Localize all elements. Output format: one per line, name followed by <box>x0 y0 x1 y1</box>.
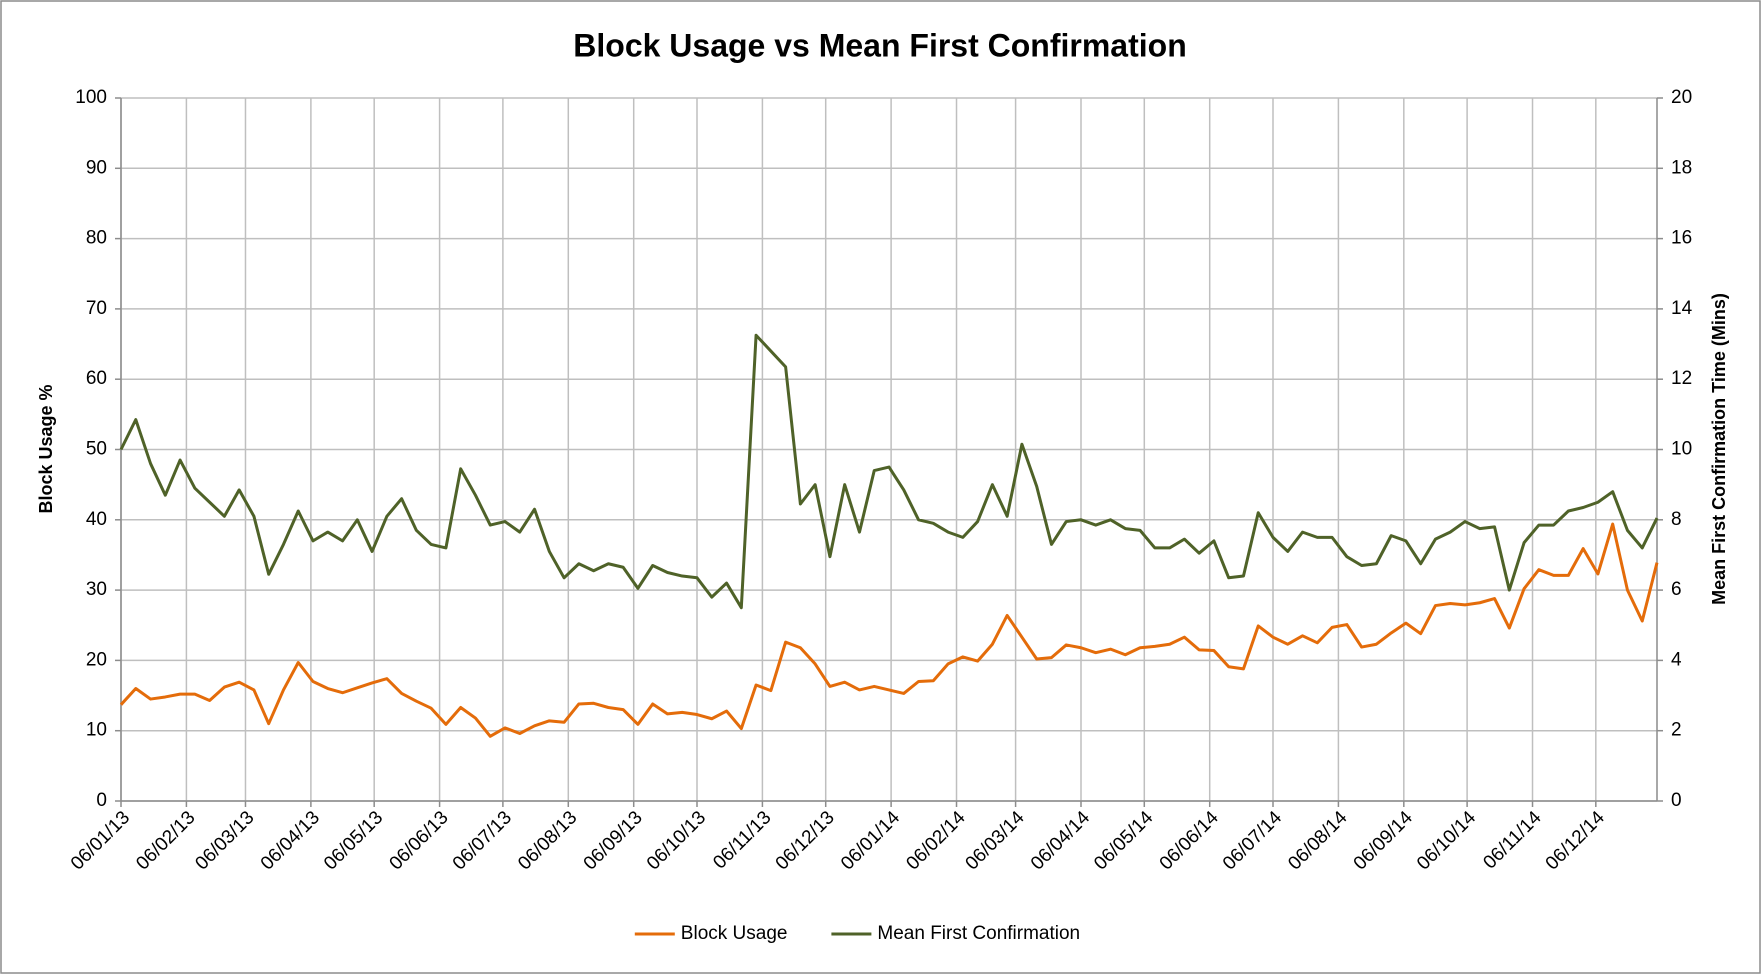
y2-tick-label: 8 <box>1671 509 1682 530</box>
legend-label: Block Usage <box>681 923 788 944</box>
y-tick-label: 80 <box>86 228 107 249</box>
y2-tick-label: 12 <box>1671 368 1692 389</box>
series-line <box>119 522 1659 738</box>
y2-tick-label: 18 <box>1671 157 1692 178</box>
y-tick-label: 0 <box>96 790 107 811</box>
y2-tick-label: 0 <box>1671 790 1682 811</box>
y-tick-label: 10 <box>86 720 107 741</box>
y-tick-label: 70 <box>86 298 107 319</box>
chart-title: Block Usage vs Mean First Confirmation <box>573 27 1186 63</box>
y-tick-label: 30 <box>86 579 107 600</box>
y2-tick-label: 14 <box>1671 298 1693 319</box>
y2-tick-label: 10 <box>1671 439 1692 460</box>
y-axis-title: Block Usage % <box>36 384 56 513</box>
y2-tick-label: 6 <box>1671 579 1682 600</box>
series-line <box>119 333 1659 610</box>
y-tick-label: 20 <box>86 649 107 670</box>
y2-axis-title: Mean First Confirmation Time (Mins) <box>1709 293 1729 605</box>
y2-tick-label: 16 <box>1671 228 1692 249</box>
y-tick-label: 100 <box>75 87 107 108</box>
y-tick-label: 50 <box>86 439 107 460</box>
y2-tick-label: 4 <box>1671 649 1682 670</box>
y2-tick-label: 2 <box>1671 720 1682 741</box>
y-tick-label: 60 <box>86 368 107 389</box>
y2-tick-label: 20 <box>1671 87 1692 108</box>
legend-label: Mean First Confirmation <box>877 923 1080 944</box>
y-tick-label: 40 <box>86 509 107 530</box>
plot-area <box>119 333 1659 738</box>
legend: Block Usage Mean First Confirmation <box>634 923 1080 944</box>
y-tick-label: 90 <box>86 157 107 178</box>
